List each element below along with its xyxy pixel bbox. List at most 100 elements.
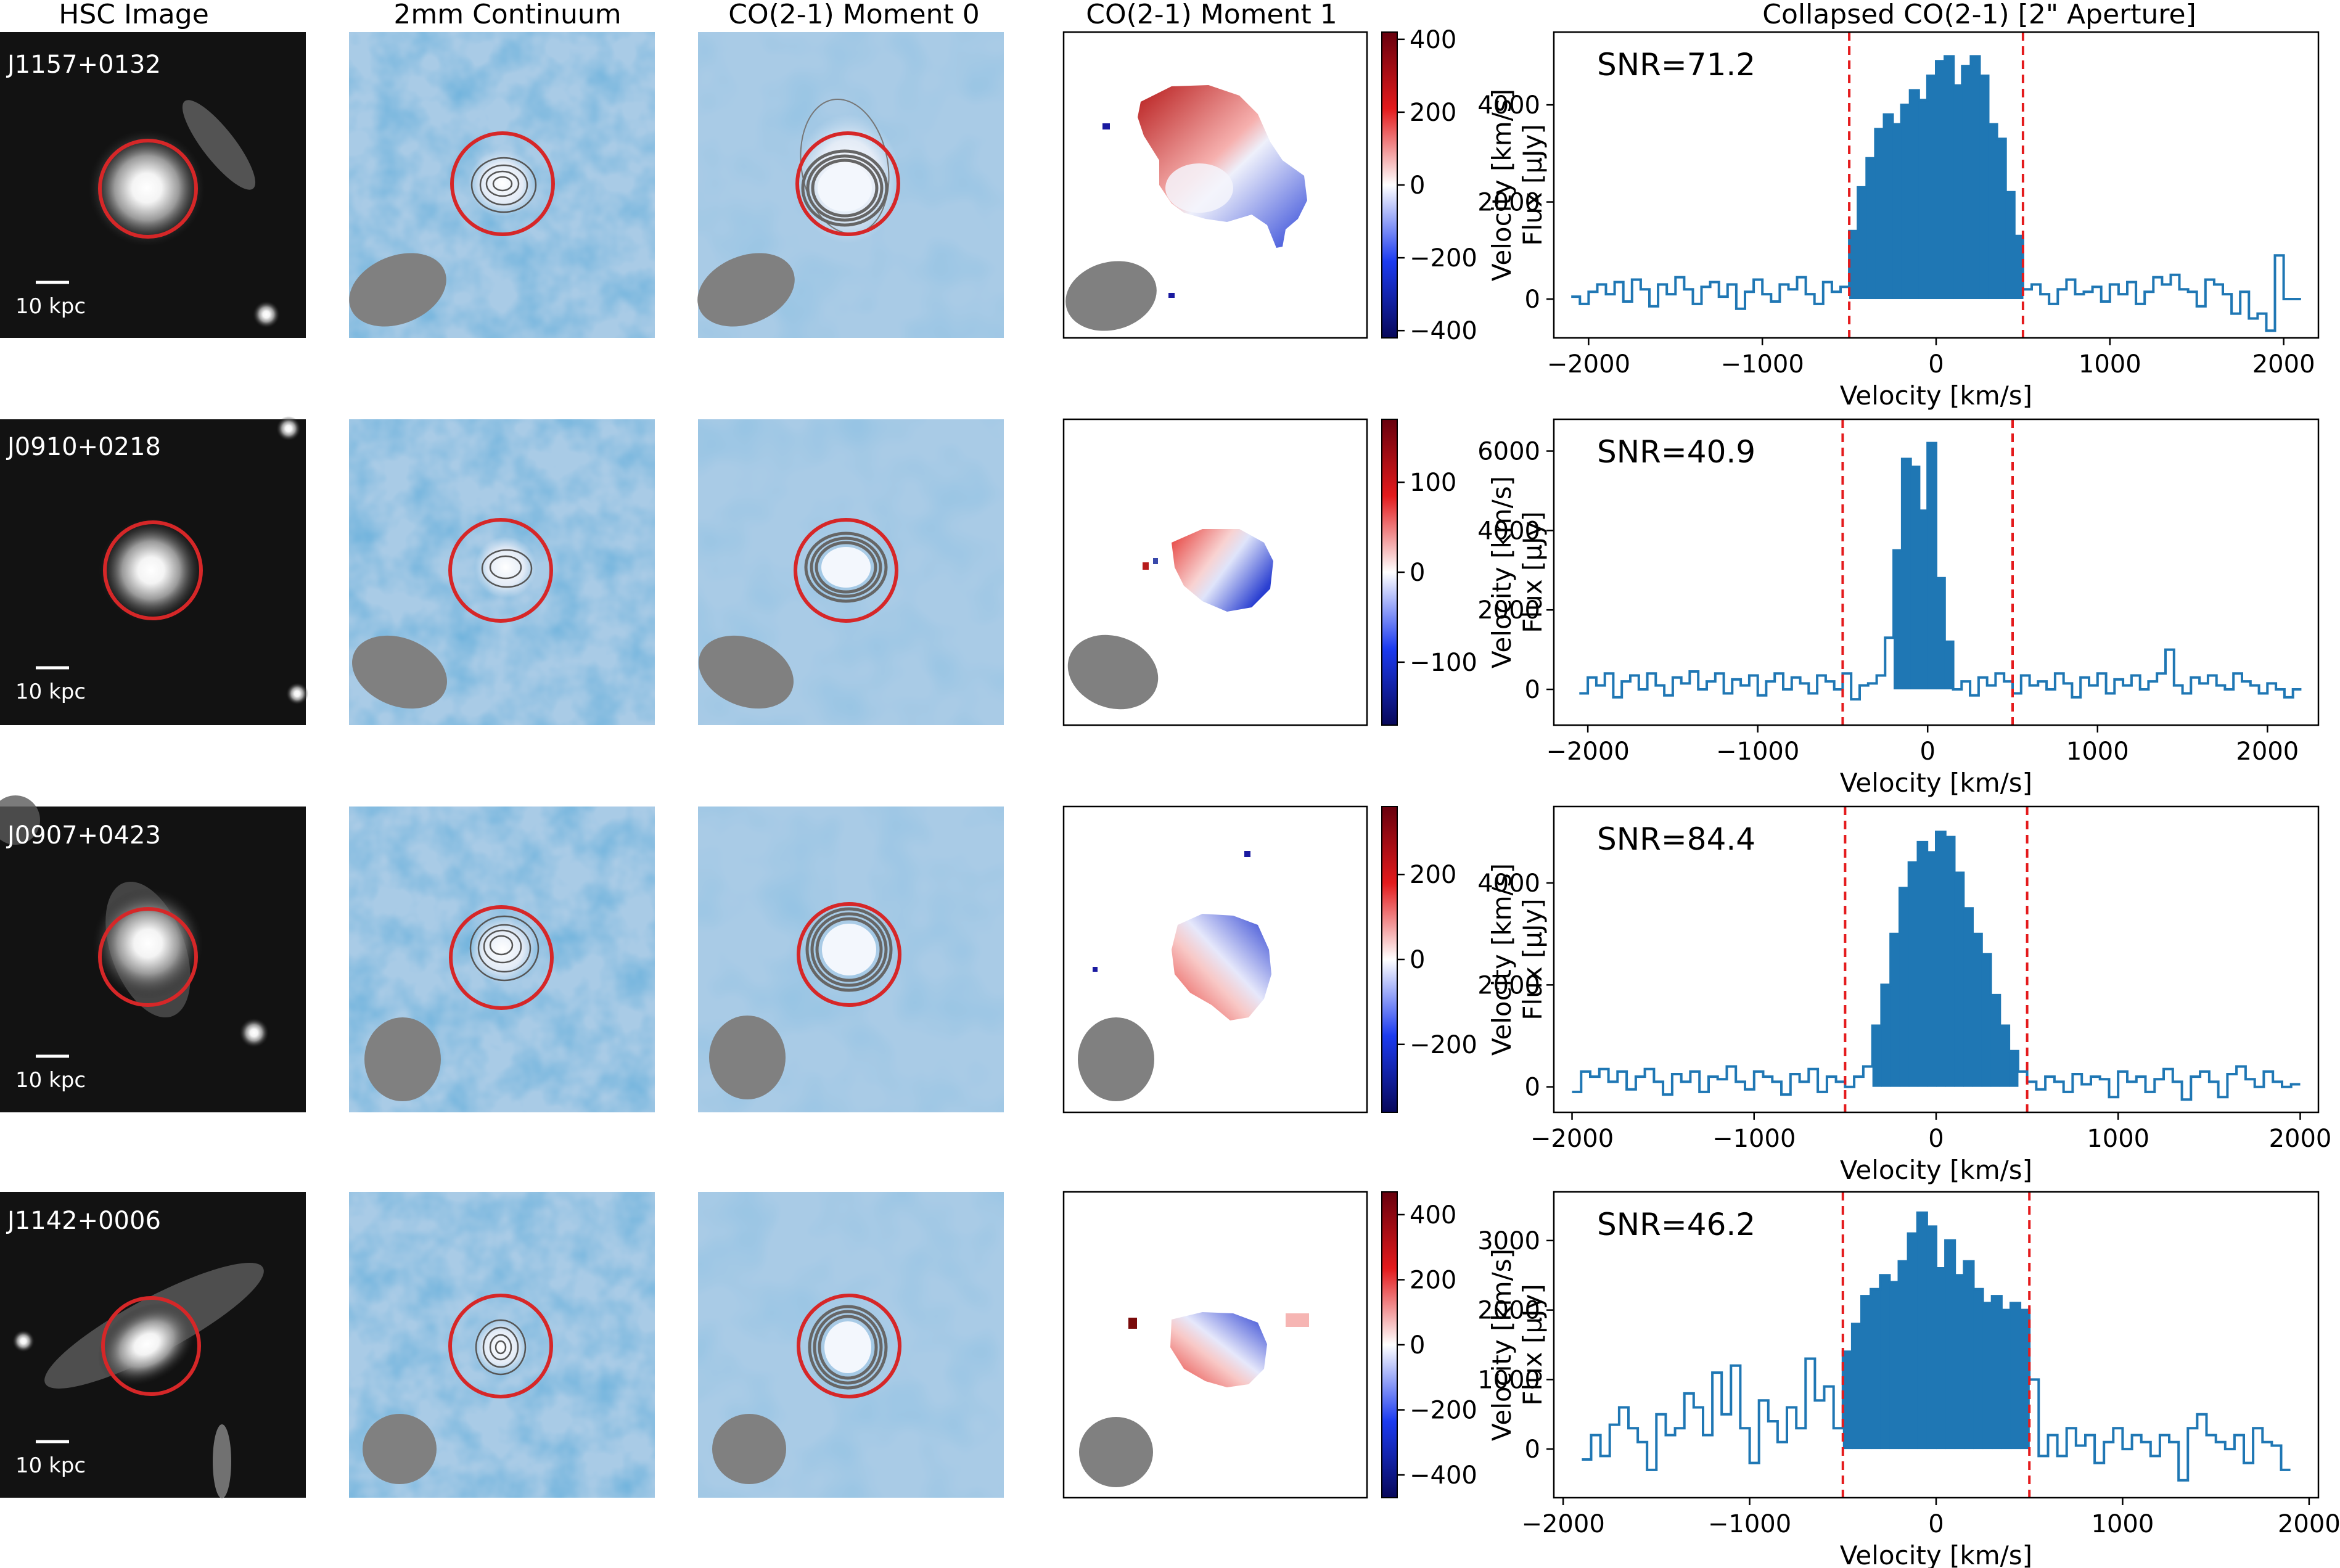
spectrum-bar [2001,1310,2011,1450]
row-1: J0910+0218 10 kpc [0,416,2320,798]
x-tick-label: 0 [1928,1125,1944,1153]
y-tick-label: 1000 [1477,1366,1540,1394]
title-continuum: 2mm Continuum [393,0,621,30]
spectrum-bar [1880,1275,1890,1450]
spectrum-bar [1979,75,1989,300]
title-spectrum: Collapsed CO(2-1) [2" Aperture] [1762,0,2196,30]
aperture-circle [449,905,554,1010]
x-axis-label: Velocity [km/s] [1840,1155,2032,1185]
velocity-colorbar: 100 0 −100 Velocity [km/s] [1381,419,1517,726]
row-3: J1142+0006 10 kpc [0,1191,2340,1568]
colorbar-tick-label: 400 [1410,1201,1456,1229]
spectrum-bar [1890,934,1900,1087]
colorbar-tick-label: 0 [1410,1331,1425,1360]
scale-bar-label: 10 kpc [15,679,86,704]
colorbar-ticks: 100 0 −100 [1397,469,1477,677]
spectrum-panel: −2000 −1000 0 1000 2000 0 1000 2000 3000 SNR=46.2… [1477,1191,2340,1568]
spectrum-bar [1908,1233,1918,1450]
spectrum-bar [1945,1240,1955,1450]
spectrum-step-line [1579,441,2302,701]
spectrum-bar [1954,872,1964,1087]
y-tick-label: 0 [1525,1073,1540,1102]
x-tick-label: 1000 [2079,350,2141,379]
scale-bar-label: 10 kpc [15,1068,86,1093]
x-tick-label: −2000 [1546,737,1629,766]
velocity-field [1172,914,1271,1020]
snr-annotation: SNR=46.2 [1597,1207,1755,1242]
y-tick-label: 0 [1525,676,1540,704]
aperture-circle [795,131,900,236]
x-axis-label: Velocity [km/s] [1840,380,2032,411]
colorbar-tick-label: 200 [1410,99,1456,127]
spectrum-bar [2020,1310,2030,1450]
spectrum-bar [1992,1296,2002,1450]
x-axis-label: Velocity [km/s] [1840,768,2032,798]
snr-annotation: SNR=84.4 [1597,821,1755,857]
x-tick-label: 2000 [2236,737,2299,766]
velocity-field [1172,529,1273,612]
beam-ellipse [352,635,447,709]
spectrum-bar [1927,75,1937,300]
colorbar-tick-label: −200 [1410,1031,1477,1059]
colorbar-tick-label: −400 [1410,1461,1477,1490]
spectrum-bar [1927,443,1937,690]
y-tick-label: 4000 [1477,91,1540,120]
spectrum-bar [1884,114,1894,300]
spectrum-bar [1936,832,1946,1087]
beam-ellipse [699,635,794,709]
colorbar-ticks: 400 200 0 −200 −400 [1397,1201,1477,1490]
spectrum-bar [1871,1289,1881,1450]
object-label: J1157+0132 [6,51,161,79]
aperture-circle [103,520,203,620]
aperture-circle [98,139,198,239]
colorbar-tick-label: 200 [1410,1266,1456,1294]
spectrum-bar [1936,1268,1946,1450]
moment1-panel [1062,805,1368,1114]
beam-ellipse [1078,1017,1154,1101]
colorbar-tick-label: −400 [1410,317,1477,345]
beam-ellipse [1065,261,1157,331]
x-tick-label: 1000 [2066,737,2129,766]
y-tick-label: 2000 [1477,971,1540,999]
spectrum-step-line [1582,1211,2291,1482]
velocity-colorbar: 400 200 0 −200 −400 Velocity [km/s] [1381,1191,1517,1498]
spectrum-panel: −2000 −1000 0 1000 2000 0 2000 4000 6000 SNR=40.9… [1477,418,2320,798]
moment1-panel [1062,418,1368,726]
spectrum-bar [1990,995,2000,1087]
spectrum-bar [1892,124,1902,300]
y-tick-label: 6000 [1477,438,1540,466]
spectrum-bar [1955,1275,1964,1450]
x-tick-label: 2000 [2278,1510,2340,1538]
moment0-panel [698,807,1004,1112]
velocity-colorbar: 400 200 0 −200 −400 Velocity [km/s] [1381,26,1517,345]
spectrum-bar [1858,187,1867,300]
title-hsc: HSC Image [59,0,209,30]
spectrum-bar [1964,1261,1974,1450]
beam-ellipse [1067,634,1159,710]
y-tick-label: 4000 [1477,517,1540,545]
colorbar-tick-label: 0 [1410,171,1425,200]
y-tick-label: 4000 [1477,869,1540,898]
spectrum-bar [1862,1296,1871,1450]
x-tick-label: 1000 [2092,1510,2154,1538]
colorbar-ticks: 400 200 0 −200 −400 [1397,26,1477,345]
x-tick-label: −2000 [1521,1510,1604,1538]
x-tick-label: 1000 [2087,1125,2149,1153]
snr-annotation: SNR=40.9 [1597,434,1755,470]
x-tick-label: −1000 [1712,1125,1796,1153]
hsc-image-panel: J1157+0132 10 kpc [0,32,306,338]
spectrum-bar [1981,954,1992,1087]
spectrum-bar [1988,124,1998,300]
spectrum-bar [1889,1282,1900,1450]
hsc-image-panel: J0910+0218 10 kpc [0,416,308,725]
beam-ellipse [712,1414,786,1484]
beam-ellipse [364,1017,441,1101]
moment1-panel [1062,1191,1368,1499]
spectrum-step-line [1571,55,2301,332]
row-0: J1157+0132 10 kpc [0,26,2320,411]
title-mom1: CO(2-1) Moment 1 [1086,0,1337,30]
object-label: J0910+0218 [6,433,161,461]
spectrum-bar [1908,862,1919,1087]
moment0-panel [698,419,1004,725]
snr-annotation: SNR=71.2 [1597,47,1755,83]
